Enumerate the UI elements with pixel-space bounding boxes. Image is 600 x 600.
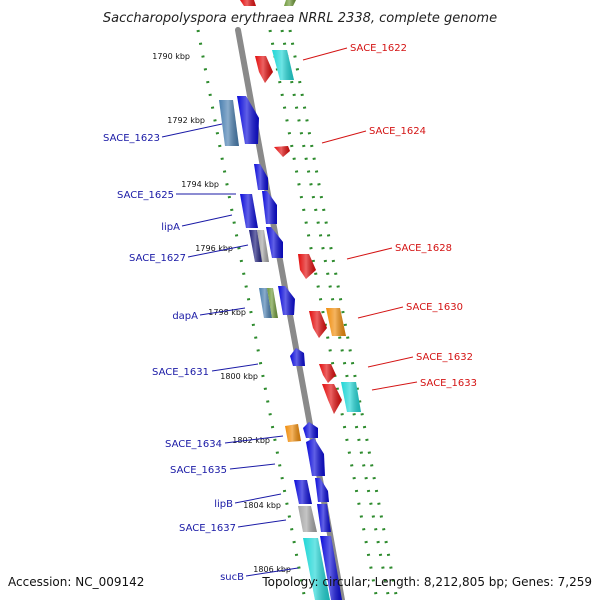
gene-shade [240,0,256,6]
tick-label: 1790 kbp [152,52,190,61]
gene-shade [237,96,259,144]
gene-shade [249,230,263,262]
tick-label: 1798 kbp [208,308,246,317]
gene-shade [285,424,301,442]
gene-shade [341,382,361,412]
gene-shade [306,438,325,476]
gene-shade [240,194,258,228]
gene-label: lipA [161,222,180,233]
gene-shade [303,538,330,600]
gene-label: dapA [172,311,198,322]
gene-label: SACE_1630 [406,302,463,313]
tick-label: 1806 kbp [253,565,291,574]
gene-shade [254,164,268,190]
gene-shade [284,0,296,6]
gene-label: SACE_1628 [395,243,452,254]
coordinate-ticks: 1790 kbp 1792 kbp 1794 kbp 1796 kbp 1798… [152,52,291,574]
tick-label: 1794 kbp [181,180,219,189]
tick-label: 1796 kbp [195,244,233,253]
gene-label: SACE_1622 [350,43,407,54]
gene-shade [290,348,305,366]
forward-gene-labels: SACE_1622 SACE_1624 SACE_1628 SACE_1630 … [350,43,477,389]
gene-label: SACE_1624 [369,126,426,137]
tick-label: 1800 kbp [220,372,258,381]
tick-label: 1802 kbp [232,436,270,445]
map-title: Saccharopolyspora erythraea NRRL 2338, c… [103,11,497,26]
gene-label: SACE_1633 [420,378,477,389]
gene-label: SACE_1635 [170,465,227,476]
gene-shade [274,146,290,157]
gene-shade [326,308,346,336]
gene-label: SACE_1631 [152,367,209,378]
gene-label: lipB [214,499,233,510]
gene-shade [255,56,273,83]
gene-shade [320,536,342,600]
gene-label: SACE_1627 [129,253,186,264]
gene-shade [319,364,336,383]
accession-text: Accession: NC_009142 [8,575,144,589]
gene-shade [298,254,316,279]
forward-label-leaders [302,47,418,391]
gene-label: SACE_1632 [416,352,473,363]
gene-shade [257,230,269,262]
gene-shade [322,384,342,414]
gene-shading [219,0,361,600]
gene-shade [259,288,272,318]
gene-label: SACE_1634 [165,439,222,450]
gene-shade [262,191,277,224]
gene-shade [309,311,327,338]
gene-shade [298,506,317,532]
gene-shade [317,504,331,532]
gene-shade [315,478,329,502]
gene-label: SACE_1625 [117,190,174,201]
reverse-gene-labels: SACE_1623 SACE_1625 lipA SACE_1627 dapA … [103,133,244,583]
reverse-label-leaders [161,123,299,577]
gene-shade [272,50,294,80]
gene-shade [278,286,295,315]
tick-label: 1792 kbp [167,116,205,125]
gene-shade [294,480,312,504]
genome-summary-text: Topology: circular; Length: 8,212,805 bp… [261,575,592,589]
tick-label: 1804 kbp [243,501,281,510]
gene-shade [266,227,283,258]
gene-shade [303,422,318,438]
gene-shade [219,100,239,146]
gene-shade [267,288,278,318]
gene-label: SACE_1637 [179,523,236,534]
gene-label: sucB [220,572,244,583]
gene-label: SACE_1623 [103,133,160,144]
